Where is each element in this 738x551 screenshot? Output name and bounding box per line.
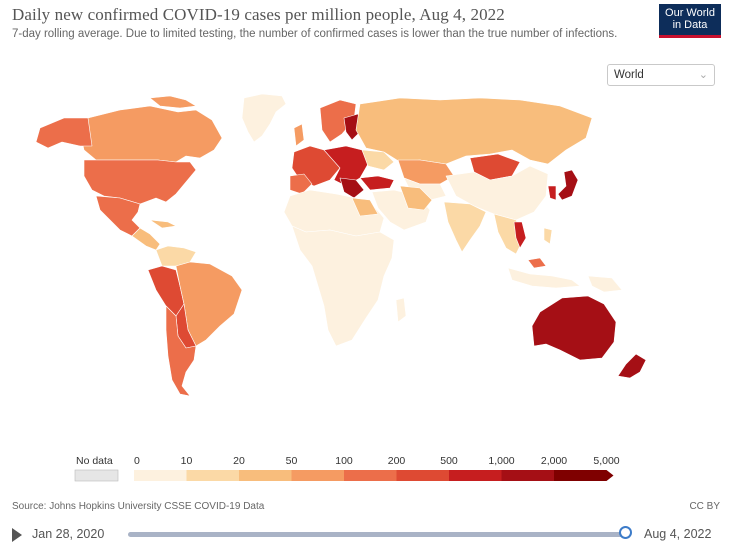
owid-logo[interactable]: Our World in Data <box>659 4 721 38</box>
legend-tick-label: 50 <box>286 455 298 467</box>
legend-tick-label: 0 <box>134 455 140 467</box>
legend-bin[interactable] <box>291 470 345 481</box>
world-map[interactable]: No data 0 10 20 50 100 200 500 1,000 2,000 5,000 <box>0 86 738 486</box>
country-korea[interactable] <box>547 185 557 201</box>
legend-tick-label: 2,000 <box>541 455 567 467</box>
play-icon[interactable] <box>12 528 22 542</box>
country-madagascar[interactable] <box>395 297 407 323</box>
legend-bin[interactable] <box>134 470 187 481</box>
country-canada[interactable] <box>79 105 223 163</box>
legend-tick-label: 20 <box>233 455 245 467</box>
legend-bin[interactable] <box>449 470 502 481</box>
legend-tick-label: 100 <box>335 455 353 467</box>
country-canada-arctic[interactable] <box>149 95 197 109</box>
source-note: Source: Johns Hopkins University CSSE CO… <box>12 501 265 512</box>
legend-bin[interactable] <box>239 470 292 481</box>
legend-bin[interactable] <box>501 470 555 481</box>
legend-tick-label: 5,000 <box>593 455 619 467</box>
subtitle: 7-day rolling average. Due to limited te… <box>12 28 618 40</box>
country-egypt[interactable] <box>351 197 379 217</box>
country-india[interactable] <box>443 201 487 253</box>
region-caribbean[interactable] <box>149 219 177 229</box>
country-indonesia[interactable] <box>507 267 581 289</box>
region-select-value: World <box>614 69 644 81</box>
country-new-zealand[interactable] <box>617 353 647 379</box>
country-uk[interactable] <box>293 123 305 147</box>
legend-tick-label: 500 <box>440 455 458 467</box>
license-link[interactable]: CC BY <box>689 501 720 512</box>
region-balkans[interactable] <box>339 177 365 199</box>
legend-tick-label: 10 <box>181 455 193 467</box>
chevron-down-icon: ⌄ <box>698 69 708 81</box>
timeline-start-date[interactable]: Jan 28, 2020 <box>32 527 105 541</box>
country-japan[interactable] <box>557 169 579 201</box>
country-greenland[interactable] <box>241 93 287 143</box>
legend-tick-label: 1,000 <box>488 455 514 467</box>
timeline-track[interactable] <box>128 532 626 537</box>
logo-line-1: Our World <box>665 7 715 19</box>
country-iberia[interactable] <box>289 173 313 195</box>
timeline-handle[interactable] <box>619 526 632 539</box>
page-title: Daily new confirmed COVID-19 cases per m… <box>12 5 505 24</box>
country-vietnam[interactable] <box>513 221 527 249</box>
country-philippines[interactable] <box>543 227 553 245</box>
legend-tick-label: 200 <box>388 455 406 467</box>
region-sub-saharan-africa[interactable] <box>291 225 395 347</box>
country-malaysia[interactable] <box>527 257 547 269</box>
country-mexico[interactable] <box>95 195 141 237</box>
logo-line-2: in Data <box>672 19 708 31</box>
map-legend: No data 0 10 20 50 100 200 500 1,000 2,000 5,000 <box>74 455 620 482</box>
region-select[interactable]: World ⌄ <box>607 64 715 86</box>
region-central-america[interactable] <box>131 227 161 251</box>
timeline-end-date[interactable]: Aug 4, 2022 <box>644 527 712 541</box>
legend-no-data-swatch <box>74 469 119 482</box>
country-australia[interactable] <box>531 295 617 361</box>
country-alaska[interactable] <box>35 117 93 149</box>
legend-bin[interactable] <box>554 470 607 481</box>
timeline: Jan 28, 2020 Aug 4, 2022 <box>0 521 738 551</box>
region-ukraine[interactable] <box>361 149 395 171</box>
legend-bin[interactable] <box>396 470 450 481</box>
country-argentina-chile[interactable] <box>165 305 197 397</box>
country-colombia-venezuela[interactable] <box>155 245 197 267</box>
legend-arrow <box>606 470 614 481</box>
legend-bin[interactable] <box>344 470 397 481</box>
legend-bin[interactable] <box>186 470 240 481</box>
country-russia[interactable] <box>355 97 593 165</box>
legend-no-data-label: No data <box>76 455 113 467</box>
country-iran[interactable] <box>399 185 433 211</box>
country-turkey[interactable] <box>359 175 395 191</box>
country-usa[interactable] <box>83 159 197 205</box>
country-papua[interactable] <box>587 275 623 293</box>
